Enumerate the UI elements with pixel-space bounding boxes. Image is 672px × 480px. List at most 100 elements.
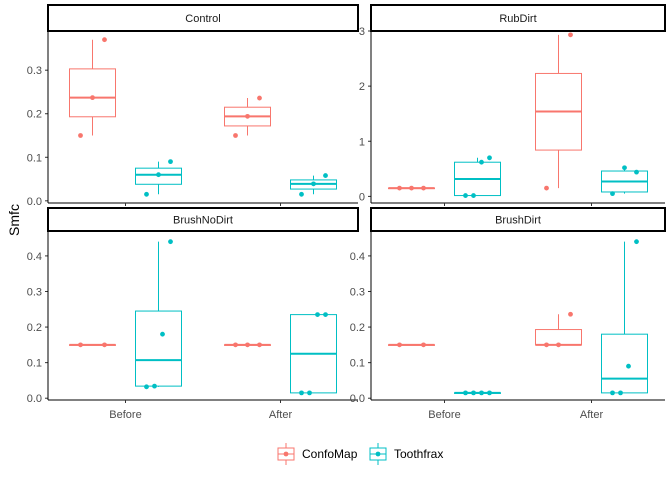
box-toothfrax-after	[601, 239, 648, 396]
legend-key-point	[375, 451, 381, 457]
box-toothfrax-before	[454, 155, 501, 198]
facet-strip	[47, 4, 359, 32]
facet-strip-label: BrushDirt	[495, 215, 541, 227]
box-confomap-after	[535, 32, 582, 191]
facet-strip-label: RubDirt	[499, 13, 536, 25]
legend-label: Toothfrax	[394, 447, 443, 461]
x-tick-label-before: Before	[428, 409, 460, 421]
box-toothfrax-before	[135, 239, 182, 390]
box-confomap-before	[69, 37, 116, 138]
y-tick-label: 0.0	[27, 393, 42, 405]
y-tick-label: 0.2	[27, 322, 42, 334]
data-point	[471, 390, 476, 396]
y-tick-label: 0.3	[27, 65, 42, 77]
data-point	[311, 181, 316, 187]
data-point	[233, 342, 238, 348]
y-tick-label: 3	[359, 26, 365, 38]
box-toothfrax-after	[601, 165, 648, 197]
box-body	[135, 167, 182, 185]
data-point	[568, 311, 573, 317]
y-tick-label: 0.4	[27, 251, 42, 263]
data-point	[463, 390, 468, 396]
data-point	[610, 191, 615, 197]
box-confomap-after	[224, 95, 271, 138]
y-tick-label: 0.1	[27, 152, 42, 164]
data-point	[90, 95, 95, 101]
facet-strip	[47, 207, 359, 232]
facet-panel-control: Control 0.0 0.1 0.2 0.3	[27, 4, 359, 208]
data-point	[323, 312, 328, 318]
box-toothfrax-after	[290, 312, 337, 396]
data-point	[233, 133, 238, 138]
legend-item-toothfrax: Toothfrax	[369, 443, 443, 465]
data-point	[299, 390, 304, 396]
data-point	[144, 384, 149, 390]
data-point	[152, 383, 157, 389]
facet-strip-label: Control	[185, 13, 220, 25]
data-point	[156, 172, 161, 178]
data-point	[634, 169, 639, 175]
data-point	[144, 191, 149, 197]
facet-panel-rubdirt: RubDirt 0 1 2 3	[359, 4, 666, 206]
y-tick-label: 0.2	[350, 322, 365, 334]
y-tick-label: 0.3	[27, 286, 42, 298]
box-confomap-before	[388, 185, 435, 191]
data-point	[102, 37, 107, 43]
facet-strip-label: BrushNoDirt	[173, 215, 233, 227]
data-point	[487, 155, 492, 161]
data-point	[102, 342, 107, 348]
box-body	[601, 333, 648, 394]
data-point	[168, 159, 173, 165]
data-point	[618, 390, 623, 396]
box-body	[69, 68, 116, 118]
data-point	[168, 239, 173, 245]
data-point	[622, 165, 627, 171]
box-confomap-before	[69, 342, 116, 348]
box-body	[135, 310, 182, 387]
box-toothfrax-before	[135, 159, 182, 197]
data-point	[307, 390, 312, 396]
box-toothfrax-before	[454, 390, 501, 396]
data-point	[245, 342, 250, 348]
legend-item-confomap: ConfoMap	[277, 443, 358, 465]
data-point	[487, 390, 492, 396]
data-point	[463, 193, 468, 198]
data-point	[299, 191, 304, 197]
facet-strip	[370, 4, 666, 32]
y-tick-label: 1	[359, 136, 365, 148]
y-tick-label: 0.1	[350, 358, 365, 370]
box-confomap-after	[224, 342, 271, 348]
data-point	[634, 239, 639, 245]
y-tick-label: 0.1	[27, 358, 42, 370]
data-point	[257, 342, 262, 348]
data-point	[610, 390, 615, 396]
data-point	[421, 342, 426, 348]
data-point	[78, 133, 83, 138]
panels-group: Control 0.0 0.1 0.2 0.3 RubDirt 0 1 2 3 BrushNoDir…	[27, 4, 666, 421]
data-point	[315, 312, 320, 318]
data-point	[160, 331, 165, 337]
legend-key-point	[283, 451, 289, 457]
data-point	[257, 95, 262, 101]
data-point	[245, 113, 250, 119]
data-point	[397, 342, 402, 348]
data-point	[397, 185, 402, 191]
data-point	[323, 173, 328, 178]
y-tick-label: 0.3	[350, 286, 365, 298]
data-point	[626, 363, 631, 369]
data-point	[78, 342, 83, 348]
y-tick-label: 0.0	[27, 196, 42, 208]
facet-panel-brushdirt: BrushDirt 0.0 0.1 0.2 0.3 0.4 Before After	[350, 207, 666, 421]
y-tick-label: 0.4	[350, 251, 365, 263]
data-point	[471, 193, 476, 198]
x-tick-label-after: After	[269, 409, 293, 421]
y-axis-title: Smfc	[6, 204, 22, 236]
y-tick-label: 0.0	[350, 393, 365, 405]
data-point	[544, 342, 549, 348]
y-tick-label: 0.2	[27, 109, 42, 121]
data-point	[544, 185, 549, 191]
legend: ConfoMap Toothfrax	[277, 443, 443, 465]
y-tick-label: 2	[359, 81, 365, 93]
data-point	[479, 159, 484, 165]
